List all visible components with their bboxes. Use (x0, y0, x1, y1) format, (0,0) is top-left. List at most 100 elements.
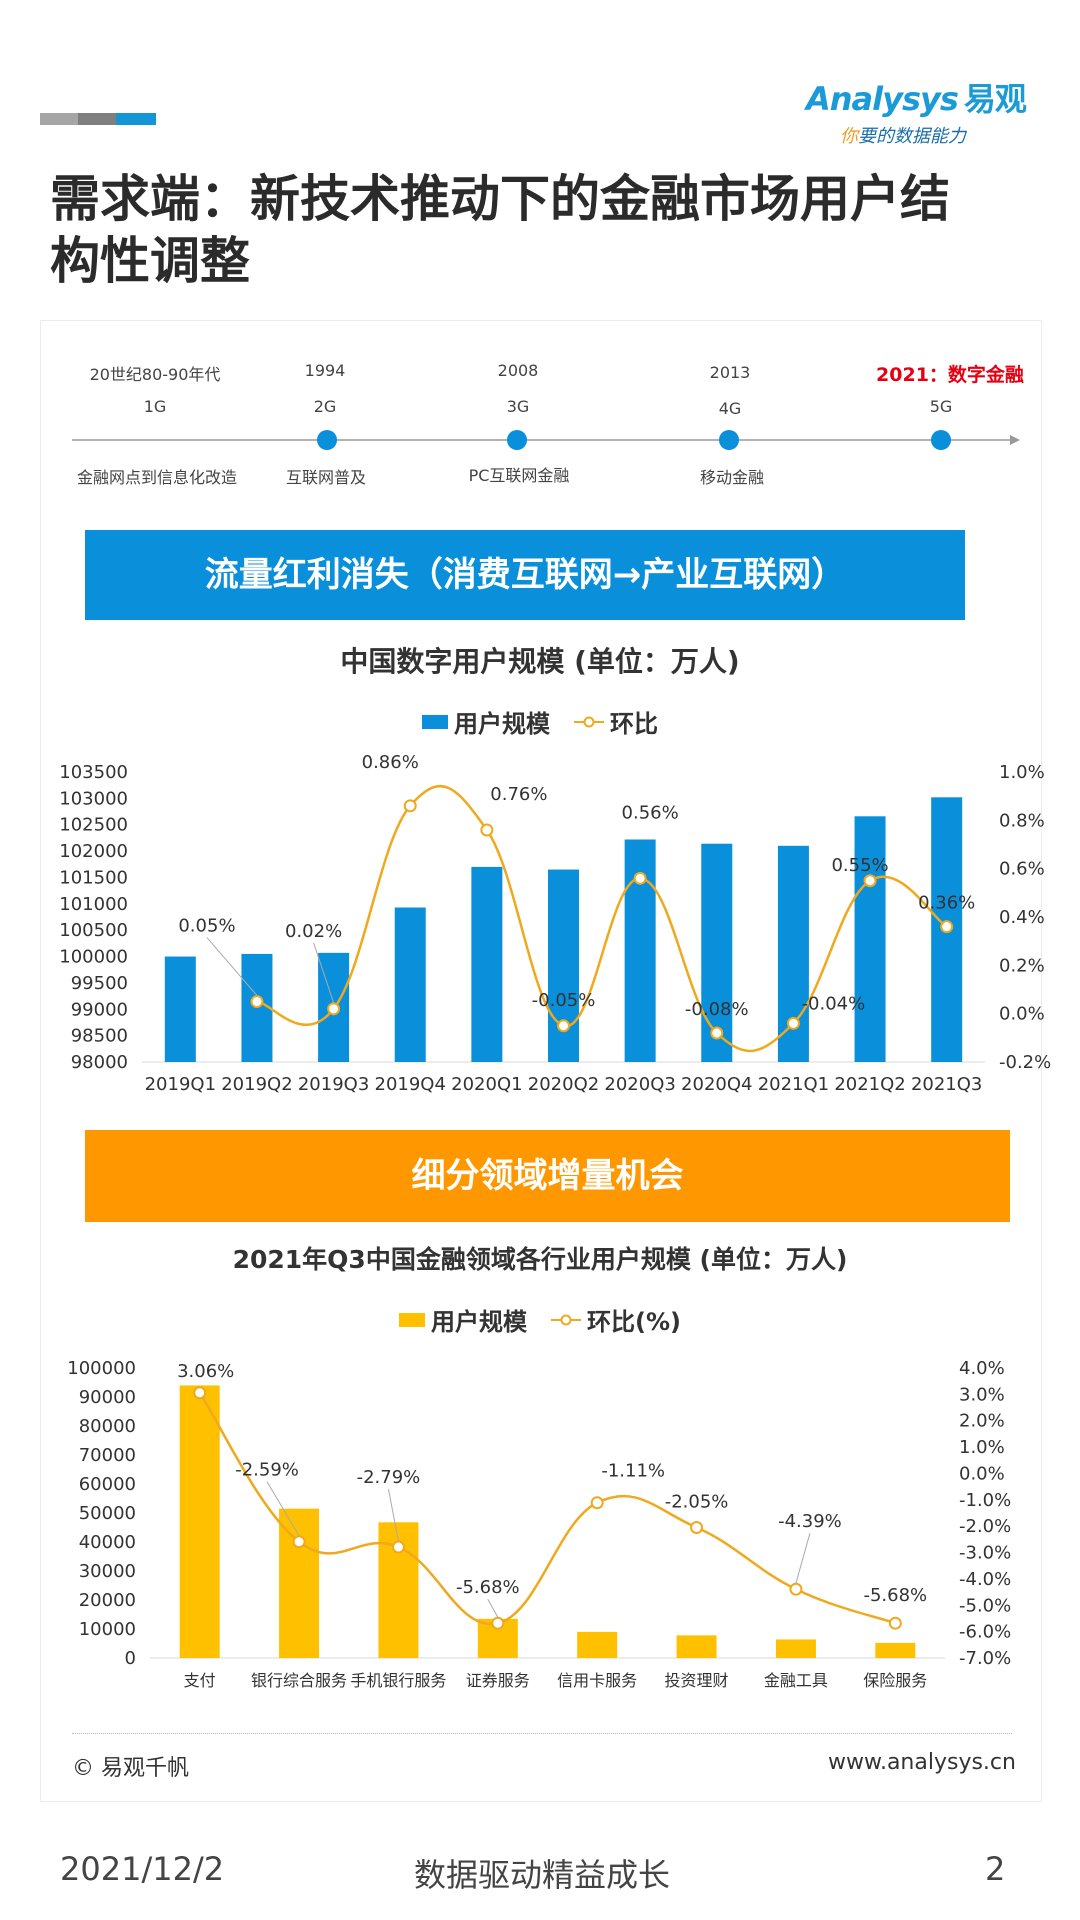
timeline-gen-4g: 4G (718, 399, 742, 418)
timeline-dot-2g (317, 430, 337, 450)
data-label-3: 0.86% (362, 752, 419, 773)
y-right-tick-label: -6.0% (959, 1622, 1011, 1643)
y-right-tick-label: -0.2% (999, 1052, 1051, 1073)
line-series-chart1 (256, 785, 948, 1053)
timeline-label-1g: 金融网点到信息化改造 (76, 468, 237, 487)
chart2-legend-bar-label: 用户规模 (431, 1308, 527, 1336)
page-date: 2021/12/2 (60, 1850, 225, 1888)
logo-slogan-first: 你 (840, 126, 858, 147)
bar-7 (875, 1642, 916, 1658)
x-tick-label: 2021Q1 (758, 1074, 829, 1095)
chart2-legend: 用户规模 环比(%) (290, 1302, 790, 1337)
page-title-line1: 需求端：新技术推动下的金融市场用户结 (50, 170, 950, 228)
page-title: 需求端：新技术推动下的金融市场用户结 构性调整 (50, 168, 1010, 292)
data-label-7: -5.68% (863, 1585, 927, 1606)
y-left-tick-label: 70000 (79, 1445, 136, 1466)
y-right-tick-label: -5.0% (959, 1595, 1011, 1616)
data-label-5: -2.05% (665, 1492, 729, 1513)
x-tick-label: 手机银行服务 (350, 1671, 446, 1690)
footer-copyright: © 易观千帆 (72, 1756, 189, 1781)
y-right-tick-label: -4.0% (959, 1569, 1011, 1590)
line-point-0 (193, 1386, 207, 1400)
header-bar-blue (116, 113, 156, 125)
data-label-7: -0.08% (685, 999, 749, 1020)
y-right-tick-label: 0.0% (959, 1463, 1005, 1484)
x-tick-label: 2019Q3 (298, 1074, 369, 1095)
y-left-tick-label: 99000 (71, 999, 128, 1020)
line-point-1 (292, 1535, 306, 1549)
y-left-tick-label: 99500 (71, 973, 128, 994)
y-left-tick-label: 90000 (79, 1387, 136, 1408)
timeline-arrow-icon (1010, 435, 1020, 445)
y-left-tick-label: 98500 (71, 1026, 128, 1047)
y-right-tick-label: 0.2% (999, 955, 1045, 976)
bar-6 (775, 1639, 816, 1658)
line-point-6 (633, 871, 647, 885)
line-point-4 (590, 1496, 604, 1510)
timeline-label-2g: 互联网普及 (285, 468, 366, 487)
timeline-gen-5g: 5G (929, 397, 953, 416)
y-right-tick-label: -2.0% (959, 1516, 1011, 1537)
line-point-7 (888, 1616, 902, 1630)
chart2-legend-line-label: 环比(%) (587, 1308, 681, 1336)
y-left-tick-label: 30000 (79, 1561, 136, 1582)
y-right-tick-label: 0.8% (999, 810, 1045, 831)
timeline-period-2g: 1994 (304, 361, 346, 380)
y-left-tick-label: 102000 (59, 841, 128, 862)
y-left-tick-label: 10000 (79, 1619, 136, 1640)
data-label-4: 0.76% (490, 784, 547, 805)
data-label-2: -2.79% (357, 1467, 421, 1488)
bar-5 (548, 869, 579, 1062)
timeline-gen-2g: 2G (313, 397, 337, 416)
line-point-1 (250, 995, 264, 1009)
y-right-tick-label: 3.0% (959, 1384, 1005, 1405)
chart2-svg: 0 10000 20000 30000 40000 50000 60000 70000 8000… (67, 1358, 1011, 1690)
chart2-title: 2021年Q3中国金融领域各行业用户规模 (单位：万人) (232, 1245, 848, 1274)
line-point-2 (391, 1540, 405, 1554)
page-title-line2: 构性调整 (50, 232, 250, 290)
legend-line-swatch-icon (551, 1314, 581, 1325)
y-left-tick-label: 80000 (79, 1416, 136, 1437)
y-right-tick-label: -7.0% (959, 1648, 1011, 1669)
content-card (40, 320, 1042, 1802)
data-label-1: 0.05% (178, 916, 235, 937)
y-right-tick-label: 1.0% (999, 762, 1045, 783)
y-left-tick-label: 100000 (67, 1358, 136, 1379)
y-left-tick-label: 103500 (59, 762, 128, 783)
header-bar-gray-dark (78, 113, 116, 125)
data-label-0: 3.06% (177, 1361, 234, 1382)
y-left-tick-label: 40000 (79, 1532, 136, 1553)
bar-0 (179, 1385, 220, 1658)
timeline-period-4g: 2013 (709, 363, 751, 382)
x-tick-label: 证券服务 (466, 1671, 530, 1690)
y-right-tick-label: -3.0% (959, 1543, 1011, 1564)
logo-slogan-rest: 要的数据能力 (858, 126, 966, 147)
legend-line-swatch-icon (574, 716, 604, 727)
data-label-6: -4.39% (778, 1511, 842, 1532)
bar-1 (279, 1508, 320, 1658)
bar-4 (577, 1631, 618, 1658)
y-right-tick-label: 0.6% (999, 859, 1045, 880)
legend-bar-swatch-icon (399, 1312, 425, 1327)
timeline-svg (72, 430, 1020, 450)
band-segment-opportunity: 细分领域增量机会 (85, 1130, 1010, 1222)
x-tick-label: 2019Q4 (375, 1074, 446, 1095)
timeline-dot-3g (507, 430, 527, 450)
footer-divider (72, 1733, 1012, 1734)
timeline-period-1g: 20世纪80-90年代 (89, 365, 221, 384)
x-tick-label: 2021Q2 (834, 1074, 905, 1095)
line-point-4 (480, 823, 494, 837)
chart1-legend: 用户规模 环比 (290, 704, 790, 739)
data-label-4: -1.11% (601, 1461, 665, 1482)
chart2-legend-line: 环比(%) (551, 1302, 681, 1337)
chart1-legend-bar: 用户规模 (422, 704, 550, 739)
logo-text: Analysys (806, 80, 959, 118)
data-label-1: -2.59% (235, 1460, 299, 1481)
data-label-leader (795, 1533, 811, 1584)
y-right-tick-label: 1.0% (959, 1437, 1005, 1458)
data-label-leader (266, 1481, 300, 1536)
x-tick-label: 支付 (184, 1671, 216, 1690)
x-tick-label: 2020Q4 (681, 1074, 752, 1095)
timeline-label-4g: 移动金融 (699, 468, 764, 487)
data-label-10: 0.36% (918, 893, 975, 914)
